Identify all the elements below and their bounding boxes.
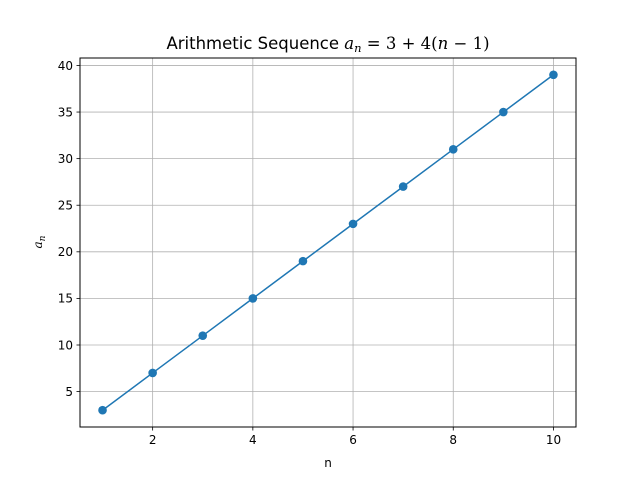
y-tick-label: 15	[58, 292, 73, 306]
y-tick-label: 30	[58, 152, 73, 166]
x-tick-label: 10	[546, 433, 561, 447]
data-point	[448, 145, 458, 154]
data-point	[298, 256, 308, 266]
y-tick-label: 20	[58, 245, 73, 259]
x-tick-label: 2	[149, 433, 157, 447]
plot-area-frame	[79, 57, 577, 428]
x-tick-label: 4	[249, 433, 257, 447]
series-line	[102, 74, 554, 411]
y-label-sub: n	[38, 235, 48, 241]
data-point	[499, 107, 508, 117]
data-point	[148, 368, 157, 378]
data-points	[98, 70, 558, 415]
data-point	[98, 405, 107, 415]
y-tick-label: 5	[65, 385, 73, 399]
title-eq: = 3 + 4(	[362, 34, 438, 53]
y-label-var: a	[31, 241, 45, 248]
data-point	[398, 182, 408, 191]
title-var: a	[344, 34, 354, 53]
y-tick-label: 10	[58, 338, 73, 352]
title-sub: n	[354, 41, 361, 55]
series-line-layer	[102, 74, 554, 411]
x-axis-label: n	[324, 456, 332, 470]
data-point	[248, 294, 258, 303]
x-tick-label: 8	[449, 433, 457, 447]
x-tick-label: 6	[349, 433, 357, 447]
chart-title: Arithmetic Sequence an = 3 + 4(n − 1)	[166, 34, 489, 55]
y-tick-label: 25	[58, 199, 73, 213]
y-axis-label: an	[31, 235, 48, 248]
grid	[80, 58, 576, 427]
y-tick-label: 35	[58, 105, 73, 119]
y-tick-label: 40	[58, 59, 73, 73]
data-point	[348, 219, 358, 229]
title-n: n	[438, 34, 449, 53]
data-point	[549, 70, 558, 80]
axis-ticks: 2 4 6 8 10 5 10 15 20 25 30 35 40	[58, 59, 561, 447]
data-point	[198, 331, 208, 340]
title-tail: − 1)	[448, 34, 489, 53]
title-prefix: Arithmetic Sequence	[166, 34, 344, 53]
